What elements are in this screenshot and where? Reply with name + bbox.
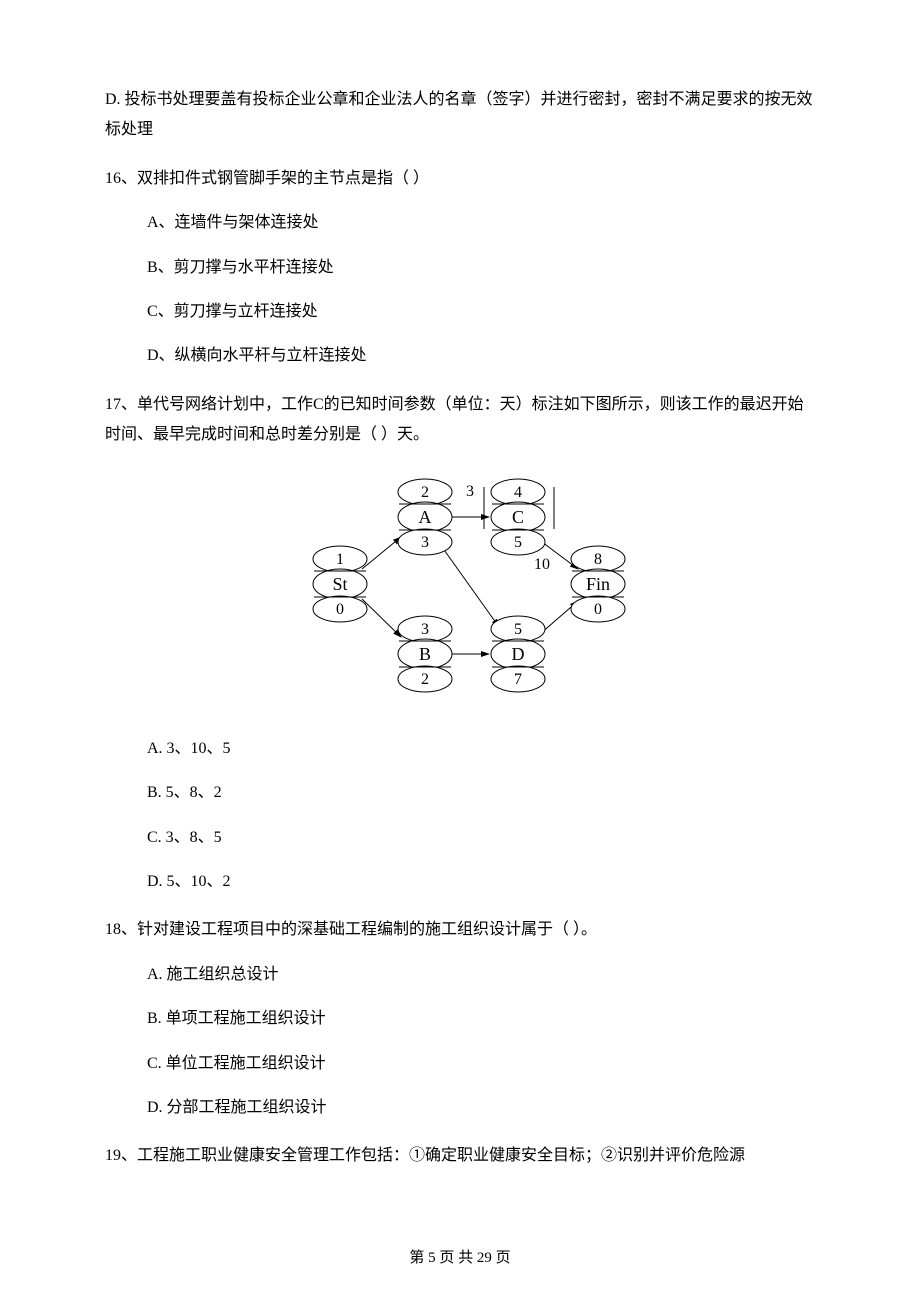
- network-svg: 3 10 1 St 0 2 A 3 3 B 2 4 C 5 5 D 7 8 Fin 0: [290, 469, 630, 699]
- q16-stem: 16、双排扣件式钢管脚手架的主节点是指（ ）: [105, 164, 815, 194]
- svg-text:4: 4: [514, 484, 522, 501]
- svg-text:7: 7: [514, 671, 522, 688]
- svg-text:5: 5: [514, 534, 522, 551]
- q18-option-d: D. 分部工程施工组织设计: [147, 1093, 815, 1123]
- svg-text:St: St: [332, 574, 347, 594]
- svg-text:10: 10: [534, 556, 550, 573]
- q17-option-c: C. 3、8、5: [147, 823, 815, 853]
- q17-option-b: B. 5、8、2: [147, 778, 815, 808]
- page-container: D. 投标书处理要盖有投标企业公章和企业法人的名章（签字）并进行密封，密封不满足…: [0, 0, 920, 1302]
- svg-text:A: A: [419, 507, 432, 527]
- q16-option-d: D、纵横向水平杆与立杆连接处: [147, 341, 815, 371]
- q17-option-a: A. 3、10、5: [147, 734, 815, 764]
- q16-option-b: B、剪刀撑与水平杆连接处: [147, 253, 815, 283]
- svg-text:2: 2: [421, 671, 429, 688]
- q16-option-c: C、剪刀撑与立杆连接处: [147, 297, 815, 327]
- q18-option-a: A. 施工组织总设计: [147, 960, 815, 990]
- q16-option-a: A、连墙件与架体连接处: [147, 208, 815, 238]
- svg-text:0: 0: [594, 601, 602, 618]
- q17-stem: 17、单代号网络计划中，工作C的已知时间参数（单位：天）标注如下图所示，则该工作…: [105, 390, 815, 451]
- svg-text:D: D: [512, 644, 525, 664]
- page-footer: 第 5 页 共 29 页: [0, 1244, 920, 1273]
- svg-text:3: 3: [466, 483, 474, 500]
- svg-text:5: 5: [514, 621, 522, 638]
- svg-text:8: 8: [594, 551, 602, 568]
- svg-text:0: 0: [336, 601, 344, 618]
- q19-stem: 19、工程施工职业健康安全管理工作包括：①确定职业健康安全目标；②识别并评价危险…: [105, 1141, 815, 1171]
- svg-text:1: 1: [336, 551, 344, 568]
- svg-text:C: C: [512, 507, 524, 527]
- svg-text:Fin: Fin: [586, 574, 610, 594]
- q17-option-d: D. 5、10、2: [147, 867, 815, 897]
- svg-text:2: 2: [421, 484, 429, 501]
- svg-text:3: 3: [421, 534, 429, 551]
- prev-question-option-d: D. 投标书处理要盖有投标企业公章和企业法人的名章（签字）并进行密封，密封不满足…: [105, 85, 815, 146]
- svg-text:3: 3: [421, 621, 429, 638]
- q18-option-c: C. 单位工程施工组织设计: [147, 1049, 815, 1079]
- q18-stem: 18、针对建设工程项目中的深基础工程编制的施工组织设计属于（ ）。: [105, 915, 815, 945]
- q17-network-diagram: 3 10 1 St 0 2 A 3 3 B 2 4 C 5 5 D 7 8 Fin 0: [105, 469, 815, 710]
- svg-text:B: B: [419, 644, 431, 664]
- q18-option-b: B. 单项工程施工组织设计: [147, 1004, 815, 1034]
